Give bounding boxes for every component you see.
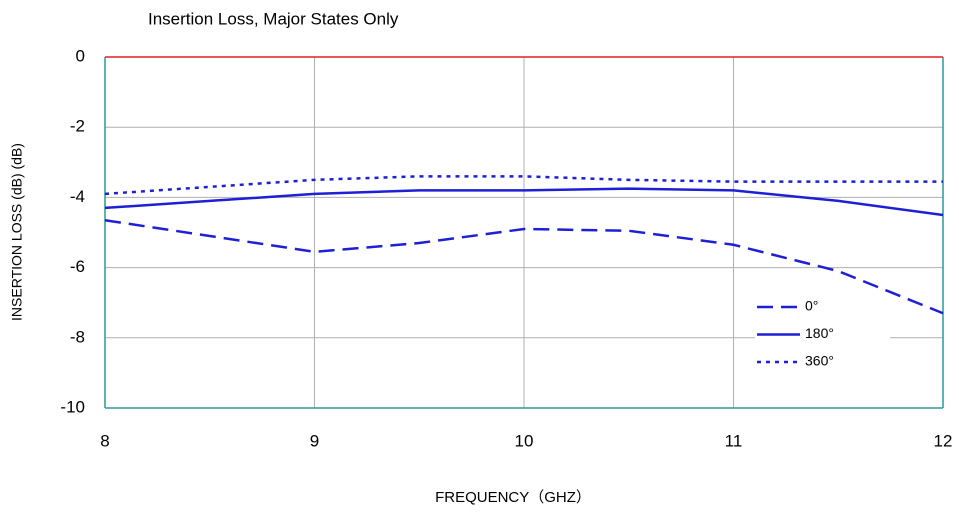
- x-axis-label: FREQUENCY（GHZ）: [435, 489, 591, 506]
- x-tick-label: 12: [934, 431, 953, 450]
- series-line: [104, 187, 944, 217]
- legend-bg: [755, 324, 890, 345]
- legend-label: 360°: [805, 353, 834, 369]
- chart-title: Insertion Loss, Major States Only: [148, 9, 399, 28]
- legend-bg: [755, 352, 890, 372]
- x-tick-label: 9: [310, 431, 319, 450]
- y-tick-label: -6: [70, 257, 85, 276]
- legend-label: 0°: [805, 298, 818, 314]
- x-tick-label: 8: [100, 431, 109, 450]
- legend-label: 180°: [805, 325, 834, 341]
- y-tick-label: -4: [70, 187, 85, 206]
- legend-bg: [755, 297, 890, 317]
- y-tick-label: -10: [60, 397, 85, 416]
- y-tick-label: -2: [70, 117, 85, 136]
- y-tick-label: 0: [76, 46, 85, 65]
- y-axis-label: INSERTION LOSS (dB) (dB): [9, 143, 25, 321]
- series-line: [104, 218, 944, 315]
- x-tick-label: 10: [515, 431, 534, 450]
- y-tick-label: -8: [70, 327, 85, 346]
- x-tick-label: 11: [725, 431, 743, 450]
